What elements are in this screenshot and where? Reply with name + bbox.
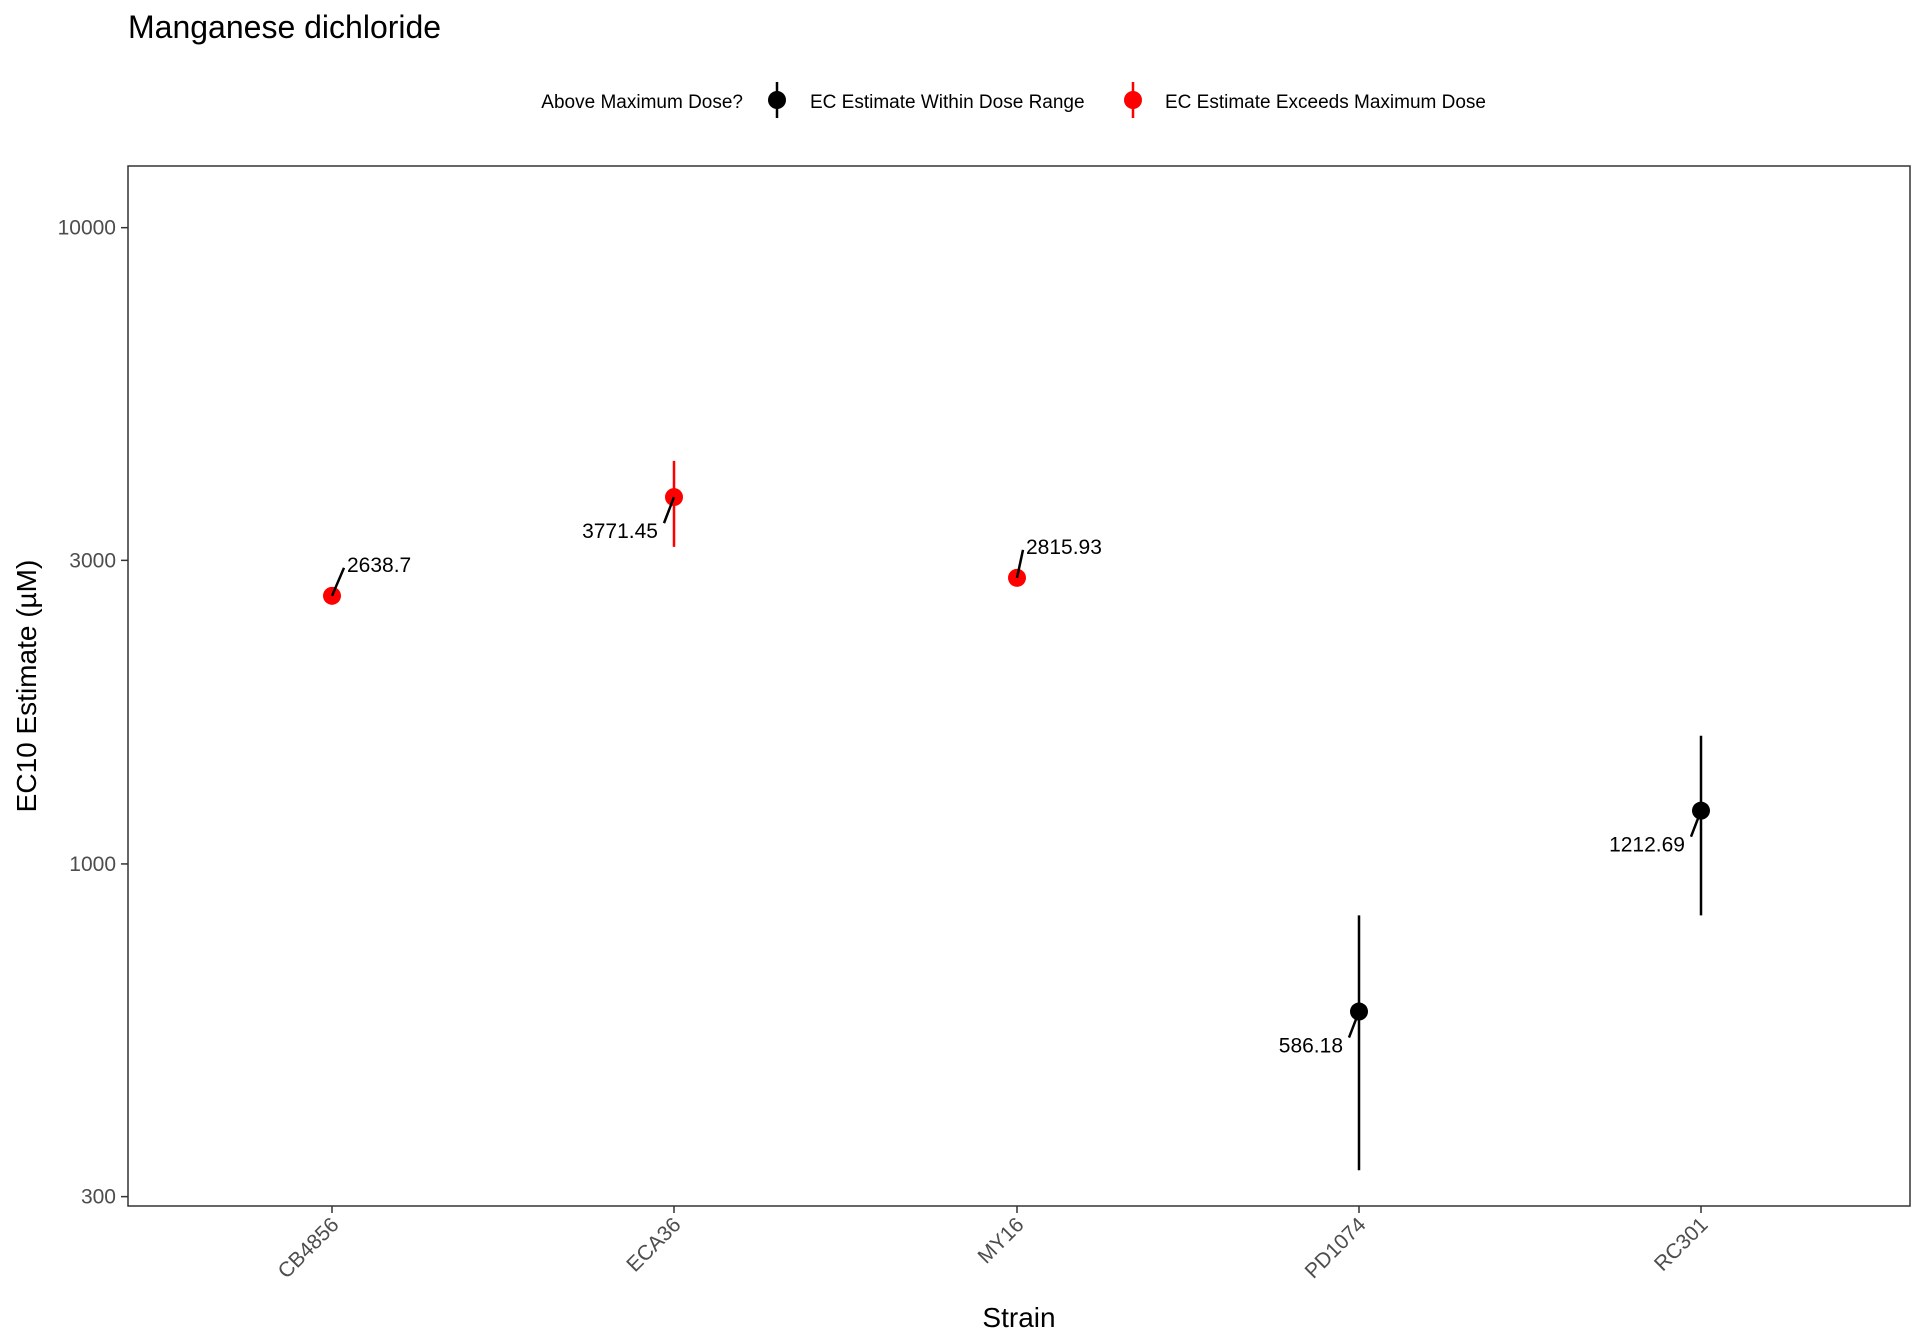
- legend: Above Maximum Dose? EC Estimate Within D…: [541, 82, 1486, 118]
- x-tick-label: MY16: [973, 1213, 1028, 1268]
- x-tick-label: ECA36: [622, 1213, 685, 1276]
- x-tick-label: RC301: [1650, 1213, 1712, 1275]
- data-label: 2638.7: [347, 554, 411, 577]
- data-label: 1212.69: [1609, 834, 1685, 857]
- legend-label-exceeds: EC Estimate Exceeds Maximum Dose: [1165, 92, 1486, 113]
- plot-panel: [127, 165, 1911, 1207]
- chart-title: Manganese dichloride: [128, 9, 441, 45]
- y-tick-label: 10000: [58, 217, 116, 240]
- x-axis: CB4856 ECA36 MY16 PD1074 RC301: [274, 1206, 1713, 1283]
- x-tick-label: PD1074: [1301, 1213, 1371, 1283]
- y-tick-label: 1000: [69, 853, 116, 876]
- legend-key-point-within: [768, 91, 786, 109]
- y-tick-label: 300: [81, 1186, 116, 1209]
- data-label: 3771.45: [582, 520, 658, 543]
- data-label: 586.18: [1279, 1035, 1343, 1058]
- x-tick-label: CB4856: [274, 1213, 344, 1283]
- legend-entry-exceeds: EC Estimate Exceeds Maximum Dose: [1124, 82, 1486, 118]
- legend-entry-within: EC Estimate Within Dose Range: [768, 82, 1085, 118]
- y-axis: 300 1000 3000 10000: [58, 217, 128, 1209]
- legend-title: Above Maximum Dose?: [541, 92, 743, 113]
- label-leader-line: [1689, 810, 1703, 838]
- y-axis-label: EC10 Estimate (µM): [11, 560, 42, 813]
- label-leader-line: [1347, 1011, 1361, 1038]
- data-marks: 2638.7 3771.45 2815.93 586.18 1212.69: [323, 460, 1710, 1171]
- label-leader-line: [330, 567, 346, 597]
- legend-key-point-exceeds: [1124, 91, 1142, 109]
- legend-label-within: EC Estimate Within Dose Range: [810, 92, 1085, 113]
- label-leader-line: [662, 496, 676, 524]
- data-label: 2815.93: [1026, 536, 1102, 559]
- y-tick-label: 3000: [69, 549, 116, 572]
- label-leader-line: [1015, 549, 1025, 579]
- x-axis-label: Strain: [982, 1302, 1055, 1333]
